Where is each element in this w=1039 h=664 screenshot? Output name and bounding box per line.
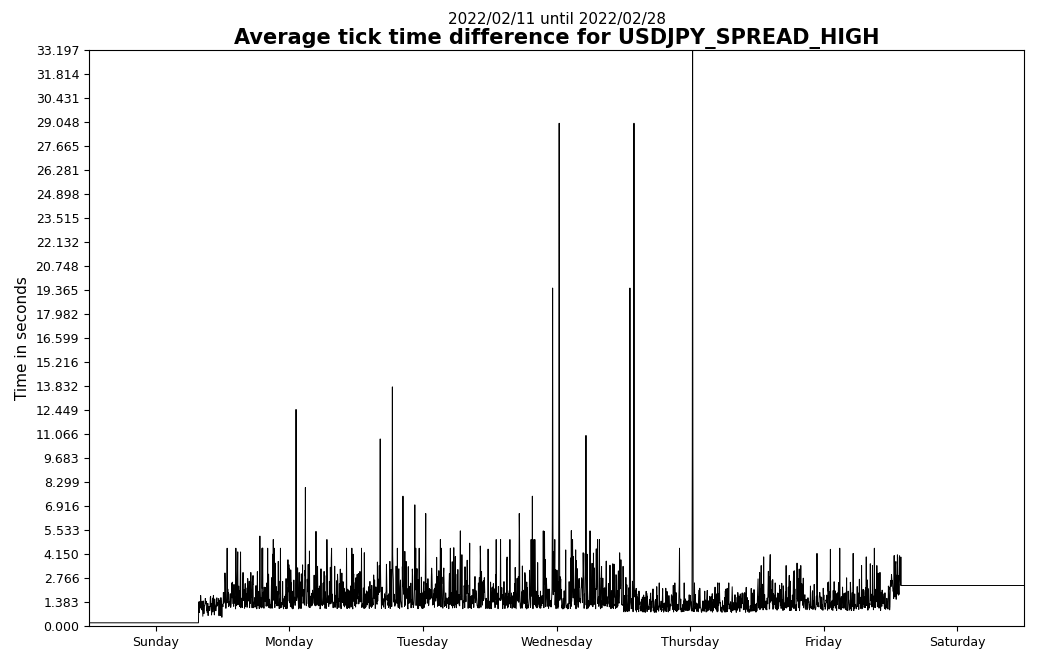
Title: Average tick time difference for USDJPY_SPREAD_HIGH: Average tick time difference for USDJPY_… bbox=[234, 27, 879, 48]
Text: 2022/02/11 until 2022/02/28: 2022/02/11 until 2022/02/28 bbox=[448, 13, 666, 27]
Y-axis label: Time in seconds: Time in seconds bbox=[15, 276, 30, 400]
